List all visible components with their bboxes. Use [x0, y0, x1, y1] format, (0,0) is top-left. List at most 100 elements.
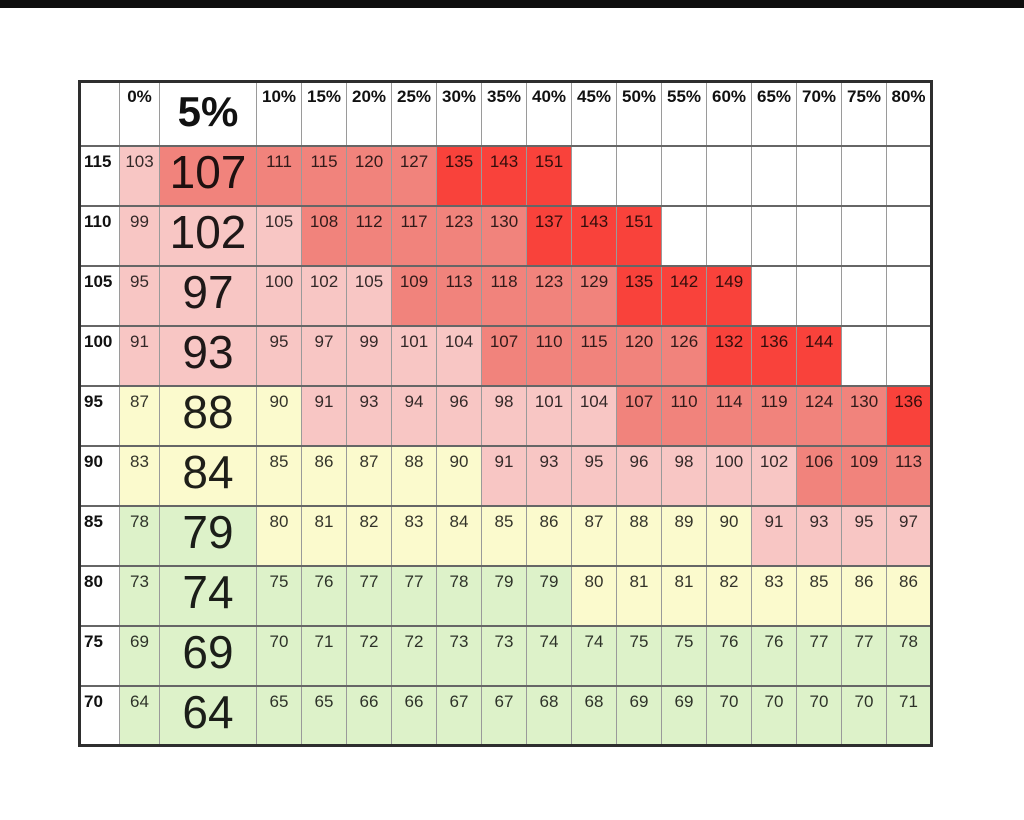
value-cell[interactable]: 105	[256, 204, 302, 267]
value-cell[interactable]: 70	[841, 684, 887, 747]
value-cell[interactable]: 77	[391, 564, 437, 627]
empty-cell[interactable]	[661, 204, 707, 267]
row-header-95[interactable]: 95	[79, 384, 120, 447]
empty-cell[interactable]	[796, 144, 842, 207]
value-cell[interactable]: 75	[256, 564, 302, 627]
value-cell[interactable]: 109	[391, 264, 437, 327]
value-cell[interactable]: 72	[391, 624, 437, 687]
value-cell[interactable]: 95	[119, 264, 160, 327]
col-header-10pct[interactable]: 10%	[256, 80, 302, 147]
empty-cell[interactable]	[751, 144, 797, 207]
value-cell[interactable]: 123	[526, 264, 572, 327]
empty-cell[interactable]	[706, 144, 752, 207]
row-header-100[interactable]: 100	[79, 324, 120, 387]
value-cell[interactable]: 105	[346, 264, 392, 327]
value-cell[interactable]: 114	[706, 384, 752, 447]
value-cell[interactable]: 135	[436, 144, 482, 207]
value-cell[interactable]: 136	[751, 324, 797, 387]
value-cell[interactable]: 144	[796, 324, 842, 387]
value-cell[interactable]: 91	[481, 444, 527, 507]
value-cell[interactable]: 132	[706, 324, 752, 387]
value-cell[interactable]: 82	[706, 564, 752, 627]
value-cell[interactable]: 85	[796, 564, 842, 627]
value-cell[interactable]: 130	[481, 204, 527, 267]
value-cell[interactable]: 126	[661, 324, 707, 387]
empty-cell[interactable]	[706, 204, 752, 267]
value-cell[interactable]: 73	[119, 564, 160, 627]
value-cell[interactable]: 85	[256, 444, 302, 507]
value-cell[interactable]: 97	[301, 324, 347, 387]
value-cell[interactable]: 91	[119, 324, 160, 387]
value-cell[interactable]: 143	[481, 144, 527, 207]
value-cell[interactable]: 87	[119, 384, 160, 447]
empty-cell[interactable]	[661, 144, 707, 207]
row-header-70[interactable]: 70	[79, 684, 120, 747]
value-cell[interactable]: 130	[841, 384, 887, 447]
value-cell[interactable]: 69	[119, 624, 160, 687]
value-cell[interactable]: 67	[436, 684, 482, 747]
value-cell[interactable]: 81	[616, 564, 662, 627]
col-header-75pct[interactable]: 75%	[841, 80, 887, 147]
value-cell[interactable]: 76	[301, 564, 347, 627]
empty-cell[interactable]	[571, 144, 617, 207]
value-cell[interactable]: 136	[886, 384, 932, 447]
empty-cell[interactable]	[841, 324, 887, 387]
col-header-20pct[interactable]: 20%	[346, 80, 392, 147]
empty-cell[interactable]	[886, 264, 932, 327]
value-cell[interactable]: 104	[436, 324, 482, 387]
value-cell[interactable]: 103	[119, 144, 160, 207]
value-cell[interactable]: 74	[526, 624, 572, 687]
value-cell[interactable]: 98	[661, 444, 707, 507]
value-cell[interactable]: 84	[436, 504, 482, 567]
value-cell[interactable]: 115	[301, 144, 347, 207]
value-cell[interactable]: 101	[526, 384, 572, 447]
value-cell[interactable]: 77	[796, 624, 842, 687]
value-cell[interactable]: 93	[159, 324, 257, 387]
empty-cell[interactable]	[886, 144, 932, 207]
value-cell[interactable]: 69	[159, 624, 257, 687]
col-header-60pct[interactable]: 60%	[706, 80, 752, 147]
value-cell[interactable]: 70	[256, 624, 302, 687]
value-cell[interactable]: 75	[661, 624, 707, 687]
value-cell[interactable]: 64	[159, 684, 257, 747]
value-cell[interactable]: 91	[751, 504, 797, 567]
empty-cell[interactable]	[751, 204, 797, 267]
value-cell[interactable]: 91	[301, 384, 347, 447]
value-cell[interactable]: 108	[301, 204, 347, 267]
value-cell[interactable]: 69	[616, 684, 662, 747]
col-header-40pct[interactable]: 40%	[526, 80, 572, 147]
row-header-115[interactable]: 115	[79, 144, 120, 207]
value-cell[interactable]: 65	[301, 684, 347, 747]
value-cell[interactable]: 78	[886, 624, 932, 687]
value-cell[interactable]: 67	[481, 684, 527, 747]
value-cell[interactable]: 95	[841, 504, 887, 567]
corner-cell[interactable]	[79, 80, 120, 147]
value-cell[interactable]: 86	[886, 564, 932, 627]
value-cell[interactable]: 102	[159, 204, 257, 267]
col-header-15pct[interactable]: 15%	[301, 80, 347, 147]
value-cell[interactable]: 96	[616, 444, 662, 507]
value-cell[interactable]: 93	[796, 504, 842, 567]
row-header-80[interactable]: 80	[79, 564, 120, 627]
value-cell[interactable]: 88	[159, 384, 257, 447]
value-cell[interactable]: 107	[616, 384, 662, 447]
value-cell[interactable]: 135	[616, 264, 662, 327]
value-cell[interactable]: 87	[571, 504, 617, 567]
value-cell[interactable]: 81	[301, 504, 347, 567]
col-header-35pct[interactable]: 35%	[481, 80, 527, 147]
value-cell[interactable]: 80	[256, 504, 302, 567]
value-cell[interactable]: 86	[841, 564, 887, 627]
value-cell[interactable]: 77	[841, 624, 887, 687]
value-cell[interactable]: 70	[706, 684, 752, 747]
value-cell[interactable]: 110	[526, 324, 572, 387]
value-cell[interactable]: 90	[436, 444, 482, 507]
value-cell[interactable]: 66	[346, 684, 392, 747]
value-cell[interactable]: 102	[751, 444, 797, 507]
value-cell[interactable]: 68	[571, 684, 617, 747]
value-cell[interactable]: 151	[616, 204, 662, 267]
value-cell[interactable]: 89	[661, 504, 707, 567]
value-cell[interactable]: 142	[661, 264, 707, 327]
empty-cell[interactable]	[841, 264, 887, 327]
value-cell[interactable]: 64	[119, 684, 160, 747]
value-cell[interactable]: 70	[751, 684, 797, 747]
